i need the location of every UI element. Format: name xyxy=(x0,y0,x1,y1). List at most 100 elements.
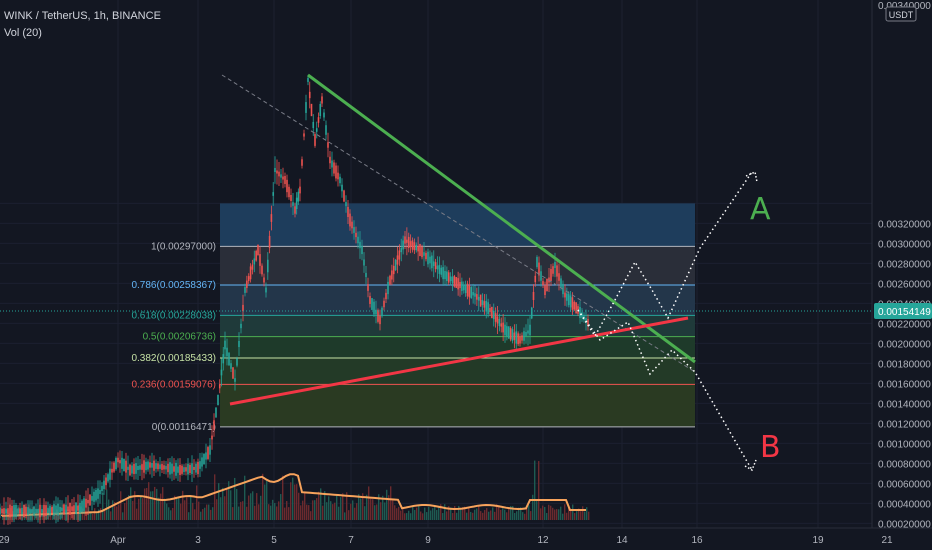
volume-bar xyxy=(466,512,468,520)
candle-body xyxy=(379,315,381,325)
candle-body xyxy=(361,245,363,255)
candle-body xyxy=(554,262,556,268)
symbol-title[interactable]: WINK / TetherUS, 1h, BINANCE xyxy=(4,10,161,22)
candle-body xyxy=(113,462,115,472)
candle-body xyxy=(542,281,544,285)
candle-body xyxy=(255,250,257,261)
candle-body xyxy=(175,462,177,476)
candle-body xyxy=(61,507,63,511)
candle-body xyxy=(163,465,165,470)
volume-bar xyxy=(346,492,348,520)
volume-bar xyxy=(312,500,314,520)
candle-body xyxy=(479,294,482,307)
candle-body xyxy=(319,103,322,117)
candle-body xyxy=(310,103,313,117)
candle-body xyxy=(525,331,527,337)
volume-bar xyxy=(390,486,392,520)
candle-body xyxy=(121,457,123,469)
candle-body xyxy=(506,326,508,337)
candle-body xyxy=(504,324,506,336)
volume-bar xyxy=(206,504,208,520)
candle-body xyxy=(21,507,23,515)
candle-body xyxy=(406,239,408,243)
fib-level-label: 0.786(0.00258367) xyxy=(131,280,216,291)
price-tick-label: 0.00080000 xyxy=(878,459,931,470)
volume-bar xyxy=(530,511,532,520)
volume-bar xyxy=(22,512,24,520)
volume-bar xyxy=(172,507,174,520)
volume-bar xyxy=(584,511,586,520)
candle-body xyxy=(407,236,410,249)
volume-bar xyxy=(414,509,416,520)
volume-indicator-label[interactable]: Vol (20) xyxy=(4,27,42,39)
candle-body xyxy=(413,242,416,251)
fib-level-label: 0.5(0.00206736) xyxy=(143,332,216,343)
candle-body xyxy=(440,267,443,275)
volume-bar xyxy=(226,488,228,520)
price-tick-label: 0.00300000 xyxy=(878,239,931,250)
candle-body xyxy=(31,509,33,513)
volume-bar xyxy=(564,504,566,520)
candle-body xyxy=(195,463,197,473)
volume-bar xyxy=(200,511,202,520)
volume-bar xyxy=(410,513,412,520)
volume-bar xyxy=(380,502,382,520)
candle-body xyxy=(220,369,223,376)
price-axis: 0.00340000USDT0.003200000.003000000.0028… xyxy=(871,0,932,530)
volume-bar xyxy=(350,503,352,520)
volume-bar xyxy=(480,511,482,520)
volume-bar xyxy=(70,511,72,520)
volume-bar xyxy=(488,511,490,520)
volume-bar xyxy=(140,496,142,520)
candle-body xyxy=(492,310,495,320)
candle-body xyxy=(246,280,248,288)
candle-body xyxy=(123,458,125,472)
volume-bar xyxy=(298,492,300,520)
candle-body xyxy=(468,285,471,298)
volume-bar xyxy=(228,481,230,520)
volume-bar xyxy=(96,513,98,520)
volume-bar xyxy=(534,460,536,520)
candle-body xyxy=(307,78,309,82)
candle-body xyxy=(232,367,234,379)
volume-bar xyxy=(100,508,102,520)
candle-body xyxy=(477,296,480,301)
candle-body xyxy=(308,91,311,99)
candle-body xyxy=(169,462,171,475)
volume-bar xyxy=(514,513,516,520)
volume-bar xyxy=(124,503,126,520)
time-tick-label: 9 xyxy=(425,535,431,546)
scenario-a-label: A xyxy=(750,192,771,227)
volume-bar xyxy=(502,508,504,520)
fib-level-label: 0.382(0.00185433) xyxy=(131,353,216,364)
candle-body xyxy=(228,352,230,366)
candle-body xyxy=(209,445,211,455)
volume-bar xyxy=(208,504,210,520)
candle-body xyxy=(464,284,467,294)
fib-level-label: 0.236(0.00159076) xyxy=(131,379,216,390)
volume-bar xyxy=(562,513,564,520)
candle-body xyxy=(295,197,298,210)
volume-bar xyxy=(240,501,242,520)
volume-bar xyxy=(242,501,244,520)
candle-body xyxy=(436,265,439,270)
volume-bar xyxy=(182,490,184,520)
volume-bar xyxy=(184,500,186,520)
currency-badge xyxy=(885,6,917,22)
volume-bar xyxy=(472,512,474,520)
volume-bar xyxy=(58,513,60,520)
candle-body xyxy=(438,264,441,274)
volume-bar xyxy=(284,507,286,520)
volume-bar xyxy=(306,504,308,520)
candle-body xyxy=(95,489,97,501)
candle-body xyxy=(552,266,554,274)
candle-body xyxy=(201,457,203,467)
candle-body xyxy=(59,506,61,513)
volume-bar xyxy=(424,507,426,520)
time-tick-label: 19 xyxy=(812,535,824,546)
candle-body xyxy=(238,340,240,348)
candle-body xyxy=(343,190,345,202)
volume-bar xyxy=(382,495,384,520)
time-tick-label: 16 xyxy=(691,535,703,546)
